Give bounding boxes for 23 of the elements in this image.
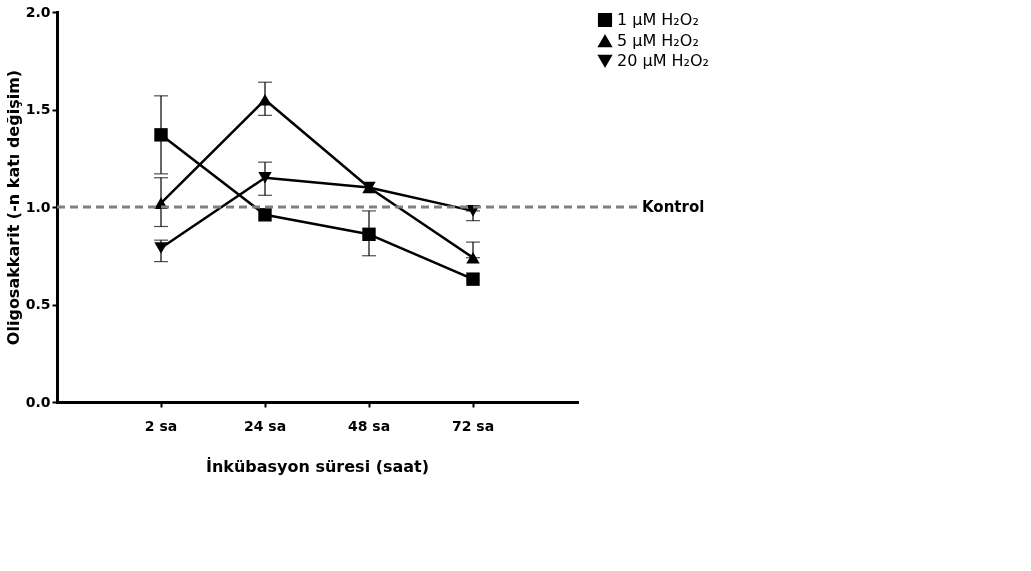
point — [258, 171, 272, 184]
legend-label: 5 μM H₂O₂ — [617, 31, 699, 50]
x-tick-label: 24 sa — [243, 417, 287, 434]
ref-line-label: Kontrol — [642, 198, 705, 216]
x-tick-label: 48 sa — [347, 417, 391, 434]
legend-label: 20 μM H₂O₂ — [617, 51, 709, 70]
legend-label: 1 μM H₂O₂ — [617, 10, 699, 29]
y-tick-label: 0.5 — [25, 296, 51, 312]
point — [258, 208, 272, 222]
y-tick-label: 2.0 — [25, 3, 51, 20]
x-tick-label: 2 sa — [144, 417, 178, 434]
point — [258, 93, 272, 106]
y-axis-title: Oligosakkarit (-n katı değişim) — [3, 69, 23, 346]
point — [154, 242, 168, 254]
x-tick-label: 72 sa — [451, 417, 495, 434]
y-tick-label: 1.0 — [25, 198, 51, 215]
y-tick-label: 0.0 — [25, 393, 51, 410]
x-axis-title: İnkübasyon süresi (saat) — [205, 456, 430, 476]
point — [154, 128, 168, 142]
point — [362, 227, 376, 242]
point — [466, 272, 480, 286]
point — [466, 251, 480, 264]
y-tick-label: 1.5 — [25, 101, 51, 117]
